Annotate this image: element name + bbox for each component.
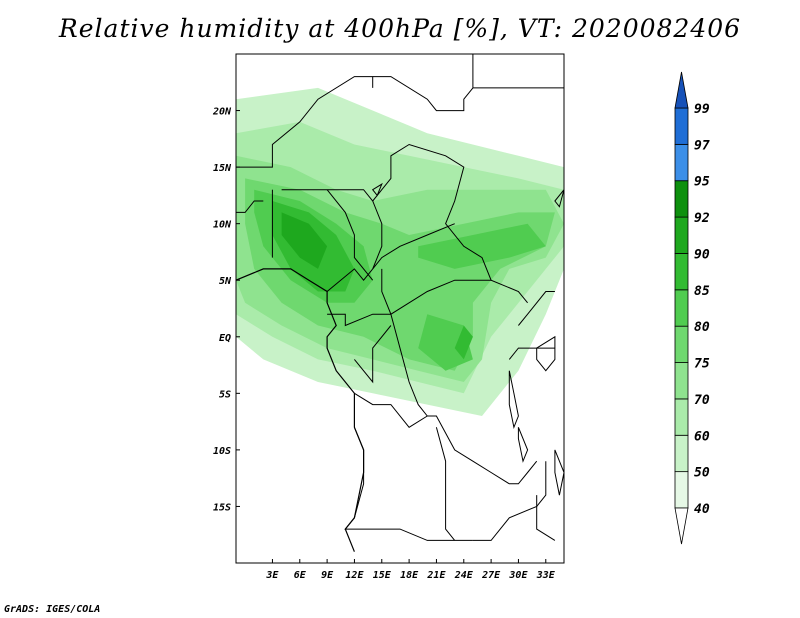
border-line-13: [390, 314, 538, 485]
page-title: Relative humidity at 400hPa [%], VT: 202…: [58, 14, 742, 43]
border-line-0: [236, 76, 374, 168]
border-line-14: [354, 392, 428, 428]
humidity-zone-90-9: [281, 212, 328, 269]
colorbar-label: 75: [694, 357, 710, 372]
border-line-4: [372, 143, 528, 304]
colorbar-segment-85: [674, 253, 689, 291]
colorbar-label: 60: [694, 429, 710, 444]
lon-tick-label: 27E: [481, 570, 501, 581]
lake-outline-5: [554, 189, 564, 208]
border-line-1: [372, 54, 474, 112]
lat-tick-label: EQ: [219, 333, 231, 344]
axis-ticks: 3E 6E 9E 12E 15E 18E 21E 24E 27E 30E 33E 20N 15N 10N 5…: [212, 107, 556, 581]
colorbar-segment-50: [674, 434, 689, 473]
lon-tick-label: 30E: [508, 570, 528, 581]
humidity-zone-80-6: [418, 314, 473, 371]
colorbar-label: 95: [694, 175, 710, 190]
colorbar-segment-60: [674, 398, 689, 436]
border-line-16: [435, 427, 456, 541]
colorbar-segment-80: [674, 289, 689, 327]
colorbar-label: 50: [694, 466, 710, 481]
border-line-18: [508, 347, 555, 360]
border-line-12: [354, 325, 392, 384]
lake-outline-4: [371, 182, 383, 197]
border-line-7: [326, 189, 374, 281]
lon-tick-label: 15E: [373, 570, 392, 581]
lon-tick-label: 9E: [321, 570, 334, 581]
country-borders: [236, 54, 564, 552]
colorbar-label: 99: [694, 102, 710, 117]
border-line-10: [381, 268, 492, 315]
colorbar-high-arrow: [674, 71, 689, 109]
coastline-0: [236, 268, 365, 552]
lon-tick-label: 33E: [536, 570, 556, 581]
lon-tick-label: 21E: [426, 570, 446, 581]
colorbar-label: 70: [694, 393, 710, 408]
border-line-8: [326, 268, 374, 292]
border-line-20: [536, 495, 556, 541]
lat-tick-label: 15S: [213, 502, 231, 513]
border-line-3: [281, 189, 383, 270]
lat-tick-label: 10N: [213, 220, 232, 231]
lon-tick-label: 12E: [345, 570, 364, 581]
humidity-zone-80-5: [418, 223, 546, 269]
humidity-field: [236, 87, 564, 417]
colorbar-label: 80: [694, 320, 710, 335]
colorbar-segment-75: [674, 325, 689, 363]
colorbar-label: 92: [694, 211, 710, 226]
colorbar-label: 97: [694, 138, 710, 153]
colorbar-segment-70: [674, 362, 689, 400]
lat-tick-label: 10S: [213, 446, 231, 457]
colorbar: 40 50 60 70 75 80 85 90 92 95 97 99: [674, 71, 710, 545]
colorbar-low-arrow: [674, 507, 689, 545]
map-frame: [235, 53, 565, 564]
lake-outline-0: [536, 335, 556, 372]
lake-outline-1: [508, 370, 519, 430]
border-line-11: [327, 313, 391, 327]
colorbar-label: 40: [694, 502, 710, 517]
colorbar-segment-92: [674, 180, 689, 218]
border-line-17: [472, 461, 547, 541]
lat-tick-label: 5N: [219, 276, 232, 287]
colorbar-label: 90: [694, 247, 710, 262]
border-line-9: [372, 223, 455, 270]
lon-tick-label: 6E: [294, 570, 307, 581]
lon-tick-label: 3E: [265, 570, 279, 581]
humidity-zone-85-8: [454, 325, 473, 360]
lat-tick-label: 20N: [212, 107, 232, 118]
lat-tick-label: 5S: [219, 389, 231, 400]
lake-outline-2: [517, 427, 529, 463]
colorbar-segment-40: [674, 471, 689, 509]
lake-outline-3: [554, 449, 564, 496]
lat-tick-label: 15N: [213, 163, 232, 174]
border-line-19: [518, 291, 555, 326]
lon-tick-label: 24E: [454, 570, 474, 581]
border-line-15: [344, 427, 473, 541]
colorbar-segment-97: [674, 107, 689, 145]
colorbar-segment-90: [674, 216, 689, 254]
credit-label: GrADS: IGES/COLA: [4, 604, 101, 615]
colorbar-segment-95: [674, 143, 689, 182]
border-line-5: [236, 200, 264, 213]
colorbar-label: 85: [694, 284, 710, 299]
lon-tick-label: 18E: [400, 570, 419, 581]
